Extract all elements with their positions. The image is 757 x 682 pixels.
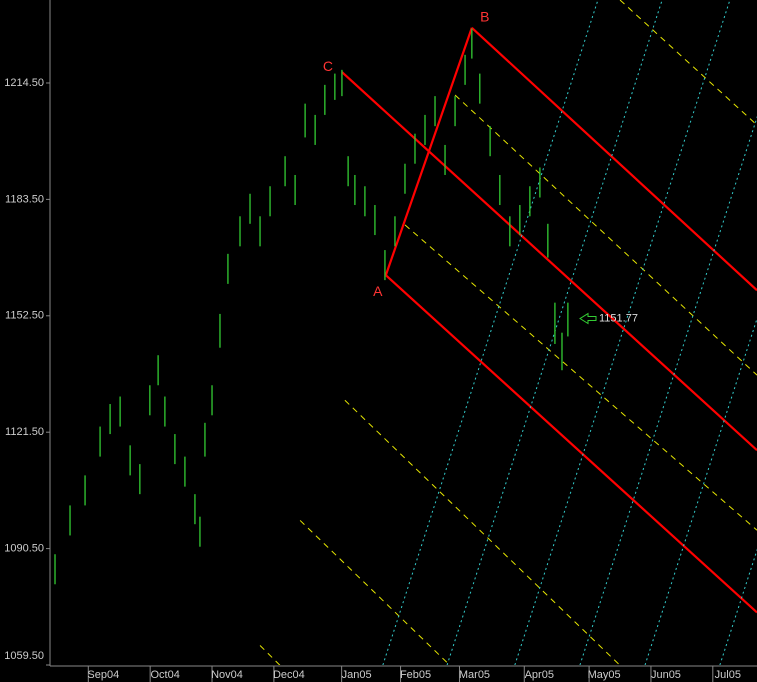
drawing-line — [579, 115, 757, 665]
point-label: A — [373, 283, 383, 299]
drawing-line — [719, 548, 757, 665]
x-tick-label: Jan05 — [342, 669, 372, 681]
point-label: C — [323, 58, 333, 74]
x-tick-label: Jun05 — [651, 669, 681, 681]
point-label: B — [480, 8, 489, 24]
drawing-line — [619, 0, 757, 126]
x-tick-label: Apr05 — [525, 669, 554, 681]
x-tick-label: Mar05 — [459, 669, 490, 681]
drawing-line — [382, 0, 599, 665]
drawing-line — [471, 26, 757, 292]
x-tick-label: May05 — [588, 669, 621, 681]
drawing-line — [344, 399, 621, 665]
y-tick-label: 1090.50 — [4, 543, 44, 555]
drawing-line — [385, 274, 757, 614]
drawing-line — [341, 71, 757, 452]
x-tick-label: Jul05 — [715, 669, 741, 681]
x-tick-label: Oct04 — [150, 669, 179, 681]
drawing-line — [454, 94, 757, 376]
drawing-line — [384, 27, 473, 276]
y-tick-label: 1059.50 — [4, 650, 44, 662]
x-tick-label: Sep04 — [87, 669, 119, 681]
last-price-arrow — [579, 312, 597, 325]
x-tick-label: Feb05 — [400, 669, 431, 681]
plot-area — [54, 0, 757, 665]
x-tick-label: Nov04 — [211, 669, 243, 681]
drawing-line — [259, 645, 281, 665]
drawing-line — [299, 520, 451, 665]
y-tick-label: 1214.50 — [4, 77, 44, 89]
drawing-line — [644, 317, 757, 665]
drawing-line — [404, 224, 757, 531]
drawing-line — [446, 0, 663, 665]
drawing-line — [514, 0, 731, 665]
last-price-label: 1151.77 — [599, 312, 638, 324]
x-tick-label: Dec04 — [273, 669, 305, 681]
y-tick-label: 1121.50 — [5, 426, 44, 438]
y-tick-label: 1152.50 — [5, 310, 44, 322]
y-tick-label: 1183.50 — [5, 193, 44, 205]
